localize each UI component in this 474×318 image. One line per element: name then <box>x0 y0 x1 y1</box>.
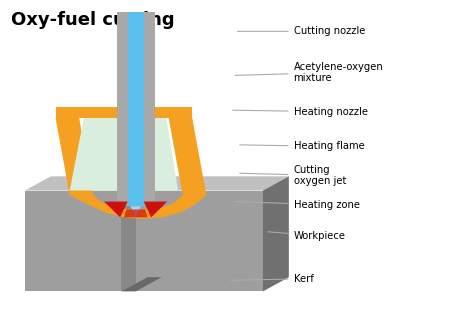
Polygon shape <box>136 176 289 190</box>
Polygon shape <box>169 118 206 195</box>
Polygon shape <box>117 12 155 206</box>
Polygon shape <box>55 107 192 118</box>
Polygon shape <box>128 12 144 206</box>
Text: Heating flame: Heating flame <box>240 142 365 151</box>
Polygon shape <box>144 118 155 184</box>
Text: Heating zone: Heating zone <box>235 200 360 210</box>
Polygon shape <box>70 195 206 219</box>
Polygon shape <box>121 277 162 291</box>
Text: Acetylene-oxygen
mixture: Acetylene-oxygen mixture <box>235 61 383 83</box>
Polygon shape <box>55 118 93 195</box>
Text: Cutting
oxygen jet: Cutting oxygen jet <box>240 165 346 186</box>
Polygon shape <box>263 176 289 291</box>
Polygon shape <box>144 202 167 217</box>
Polygon shape <box>70 118 178 190</box>
Text: Cutting nozzle: Cutting nozzle <box>237 26 365 36</box>
Polygon shape <box>130 206 141 217</box>
Polygon shape <box>124 210 147 217</box>
Text: Kerf: Kerf <box>230 274 313 284</box>
Polygon shape <box>104 202 128 217</box>
Polygon shape <box>117 118 128 184</box>
Polygon shape <box>121 176 147 291</box>
Polygon shape <box>136 190 263 291</box>
Polygon shape <box>117 184 155 206</box>
Text: Oxy-fuel cutting: Oxy-fuel cutting <box>11 11 174 29</box>
Text: Heating nozzle: Heating nozzle <box>233 107 367 117</box>
Polygon shape <box>121 190 136 291</box>
Text: Workpiece: Workpiece <box>268 231 346 241</box>
Polygon shape <box>25 176 147 190</box>
Polygon shape <box>25 190 121 291</box>
